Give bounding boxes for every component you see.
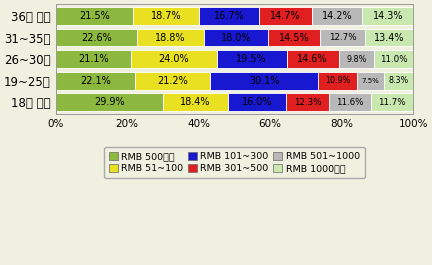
Text: 21.5%: 21.5%: [79, 11, 110, 21]
Bar: [56, 94, 162, 111]
Bar: [374, 50, 413, 68]
Text: 14.6%: 14.6%: [297, 54, 328, 64]
Text: 14.3%: 14.3%: [373, 11, 403, 21]
Bar: [133, 7, 200, 25]
Bar: [371, 94, 413, 111]
Bar: [56, 50, 131, 68]
Text: 14.2%: 14.2%: [322, 11, 352, 21]
Bar: [286, 94, 330, 111]
Text: 29.9%: 29.9%: [94, 97, 124, 107]
Text: 9.8%: 9.8%: [346, 55, 366, 64]
Bar: [162, 94, 229, 111]
Bar: [210, 72, 318, 90]
Text: 21.2%: 21.2%: [157, 76, 188, 86]
Bar: [56, 72, 135, 90]
Legend: RMB 500이하, RMB 51~100, RMB 101~300, RMB 301~500, RMB 501~1000, RMB 1000이상: RMB 500이하, RMB 51~100, RMB 101~300, RMB …: [104, 147, 365, 178]
Text: 11.7%: 11.7%: [378, 98, 406, 107]
Text: 11.6%: 11.6%: [337, 98, 364, 107]
Bar: [357, 72, 384, 90]
Text: 12.3%: 12.3%: [294, 98, 321, 107]
Text: 18.4%: 18.4%: [180, 97, 211, 107]
Bar: [137, 29, 204, 46]
Bar: [318, 72, 357, 90]
Text: 8.3%: 8.3%: [388, 76, 409, 85]
Text: 16.0%: 16.0%: [241, 97, 272, 107]
Bar: [200, 7, 259, 25]
Bar: [204, 29, 268, 46]
Bar: [217, 50, 286, 68]
Bar: [131, 50, 217, 68]
Text: 14.5%: 14.5%: [279, 33, 309, 43]
Bar: [330, 94, 371, 111]
Text: 10.9%: 10.9%: [325, 76, 350, 85]
Text: 21.1%: 21.1%: [78, 54, 109, 64]
Bar: [362, 7, 413, 25]
Bar: [320, 29, 365, 46]
Text: 22.6%: 22.6%: [81, 33, 111, 43]
Bar: [384, 72, 413, 90]
Text: 16.7%: 16.7%: [214, 11, 245, 21]
Text: 22.1%: 22.1%: [80, 76, 111, 86]
Bar: [56, 29, 137, 46]
Bar: [311, 7, 362, 25]
Bar: [286, 50, 339, 68]
Bar: [259, 7, 311, 25]
Text: 18.7%: 18.7%: [151, 11, 181, 21]
Text: 12.7%: 12.7%: [329, 33, 356, 42]
Bar: [268, 29, 320, 46]
Text: 30.1%: 30.1%: [249, 76, 280, 86]
Bar: [135, 72, 210, 90]
Text: 14.7%: 14.7%: [270, 11, 301, 21]
Bar: [229, 94, 286, 111]
Text: 13.4%: 13.4%: [374, 33, 404, 43]
Text: 19.5%: 19.5%: [236, 54, 267, 64]
Text: 11.0%: 11.0%: [380, 55, 407, 64]
Bar: [56, 7, 133, 25]
Bar: [365, 29, 413, 46]
Text: 7.5%: 7.5%: [362, 78, 379, 84]
Bar: [339, 50, 374, 68]
Text: 24.0%: 24.0%: [159, 54, 189, 64]
Text: 18.8%: 18.8%: [155, 33, 185, 43]
Text: 18.0%: 18.0%: [221, 33, 251, 43]
